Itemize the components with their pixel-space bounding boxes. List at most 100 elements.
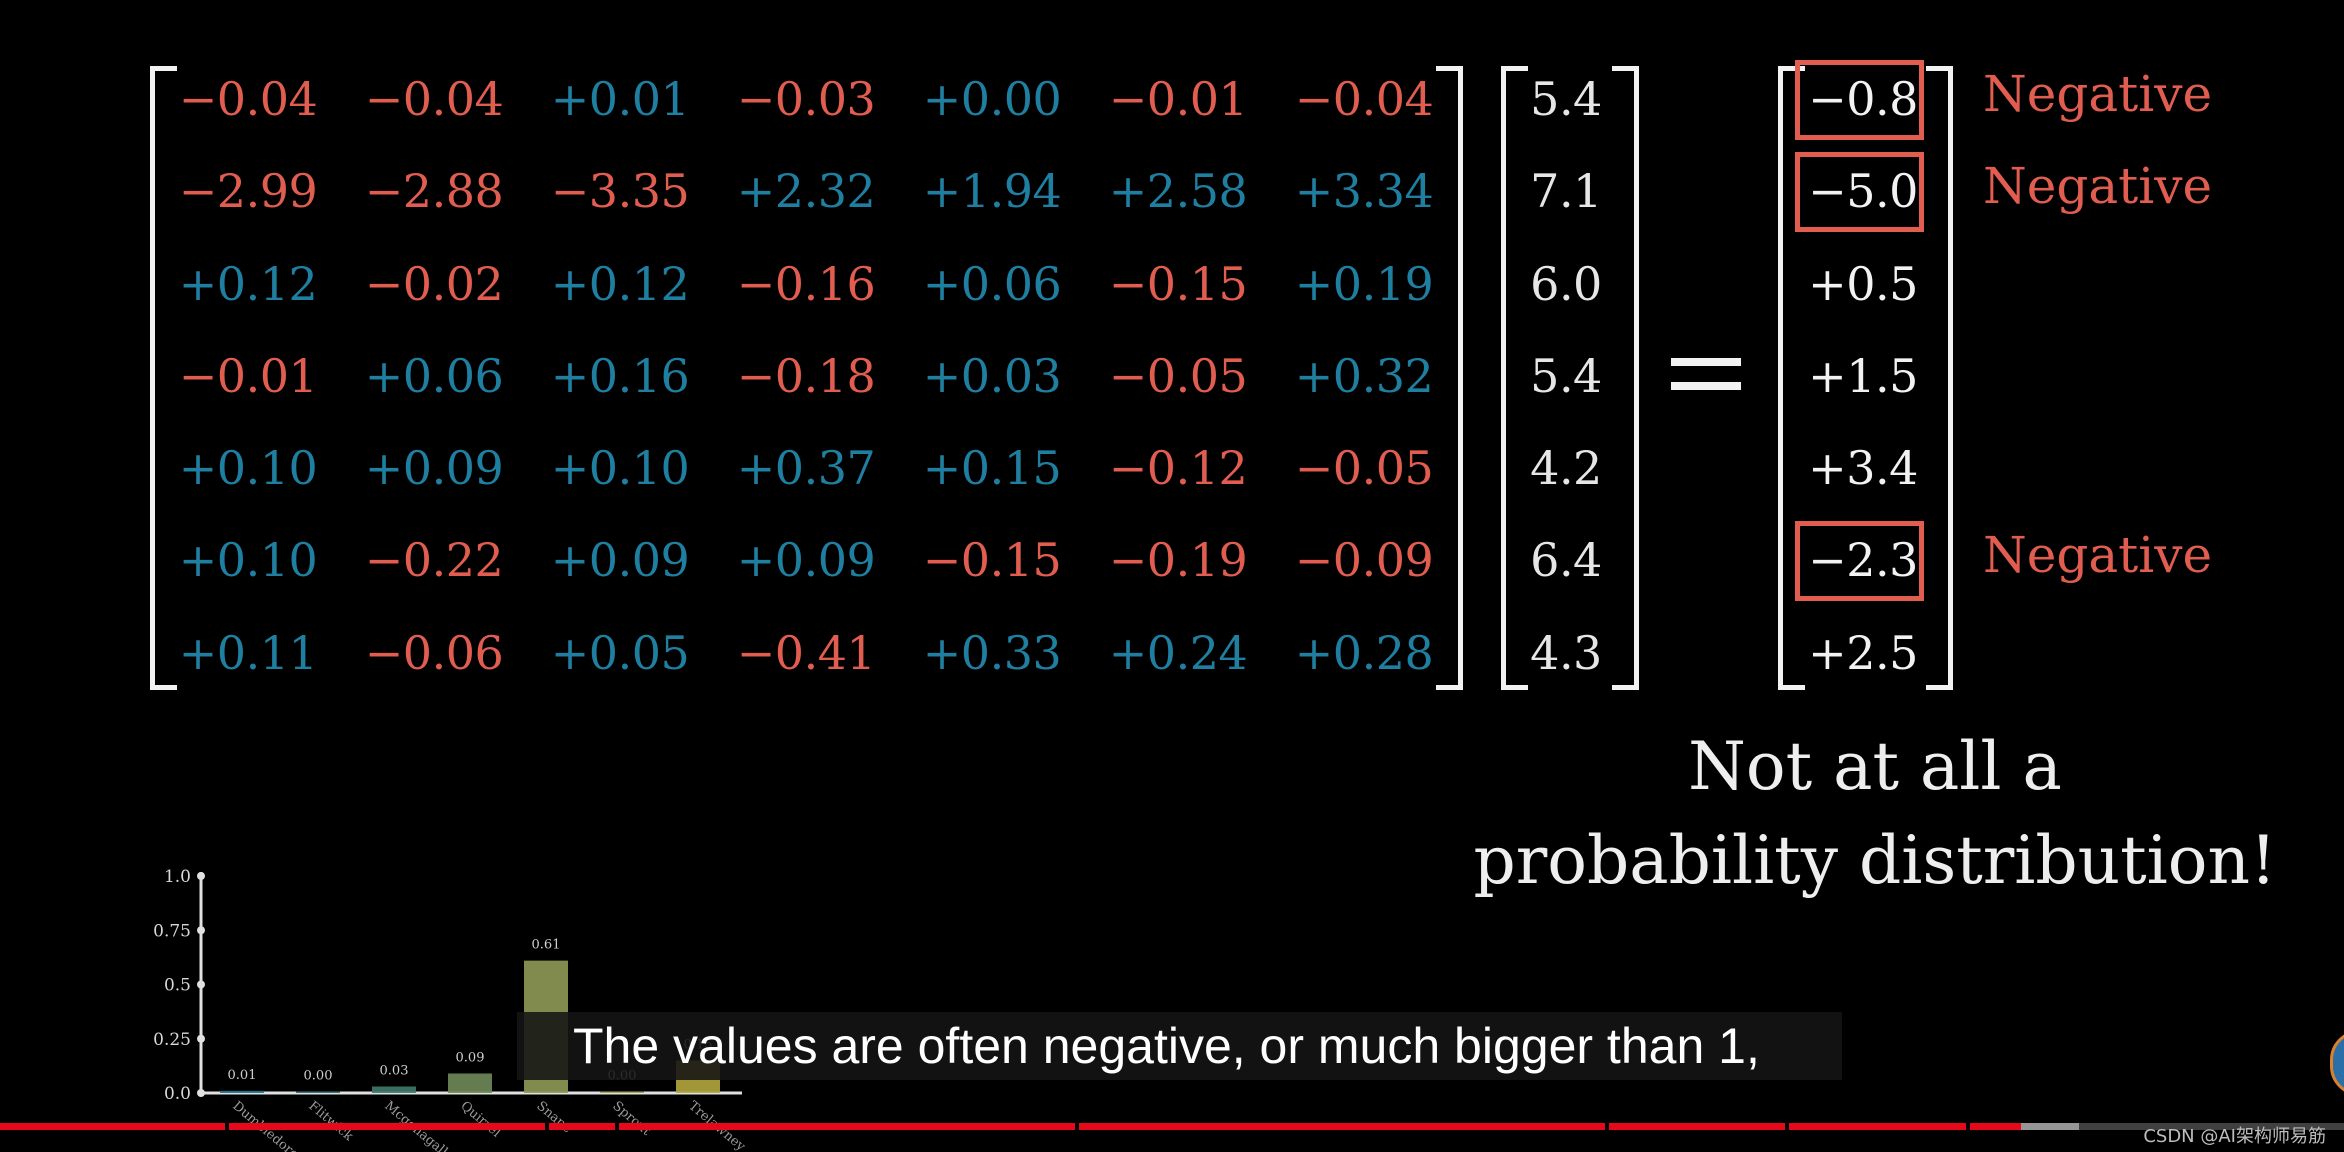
chart-bar-value-label: 0.09 <box>456 1050 485 1065</box>
negative-label: Negative <box>1983 157 2213 215</box>
vector-left-bracket <box>1501 66 1528 690</box>
matrix-cell: +0.24 <box>1108 626 1248 680</box>
matrix-cell: −2.88 <box>364 164 504 218</box>
matrix-cell: +0.03 <box>922 349 1062 403</box>
chart-y-tick-label: 1.0 <box>164 867 191 887</box>
chart-category-label: Flitwick <box>305 1099 355 1145</box>
subtitle-caption: The values are often negative, or much b… <box>517 1012 1842 1080</box>
result-cell: +1.5 <box>1808 349 1918 403</box>
chapter-marker <box>1966 1123 1970 1130</box>
chart-bar <box>296 1091 340 1093</box>
matrix-right-bracket <box>1436 66 1463 690</box>
vector-cell: 5.4 <box>1530 349 1602 403</box>
chart-bar <box>220 1090 264 1093</box>
chart-bar <box>600 1091 644 1093</box>
chart-category-label: Quirrel <box>457 1099 503 1141</box>
matrix-cell: −0.15 <box>922 533 1062 587</box>
video-progress-bar[interactable] <box>0 1123 2344 1130</box>
watermark: CSDN @AI架构师易筋 <box>2143 1126 2326 1147</box>
vector-cell: 6.0 <box>1530 257 1602 311</box>
matrix-cell: +0.05 <box>550 626 690 680</box>
matrix-cell: −0.01 <box>1108 72 1248 126</box>
matrix-cell: −0.18 <box>736 349 876 403</box>
matrix-cell: +0.06 <box>922 257 1062 311</box>
matrix-cell: +3.34 <box>1294 164 1434 218</box>
matrix-cell: +1.94 <box>922 164 1062 218</box>
matrix-cell: −0.22 <box>364 533 504 587</box>
matrix-cell: −0.05 <box>1108 349 1248 403</box>
chart-y-tick <box>197 1089 205 1097</box>
matrix-cell: +0.11 <box>178 626 318 680</box>
chapter-marker <box>1075 1123 1079 1130</box>
progress-buffered <box>2020 1123 2080 1130</box>
chapter-marker <box>545 1123 549 1130</box>
result-cell: +2.5 <box>1808 626 1918 680</box>
matrix-cell: −0.05 <box>1294 441 1434 495</box>
matrix-cell: +0.10 <box>178 533 318 587</box>
chart-bar <box>448 1073 492 1093</box>
result-cell: +0.5 <box>1808 257 1918 311</box>
chapter-marker <box>615 1123 619 1130</box>
matrix-cell: −0.15 <box>1108 257 1248 311</box>
chart-y-tick <box>197 1034 205 1043</box>
matrix-cell: +0.12 <box>178 257 318 311</box>
result-right-bracket <box>1926 66 1953 690</box>
result-cell: −2.3 <box>1808 533 1918 587</box>
matrix-cell: −0.06 <box>364 626 504 680</box>
vector-cell: 6.4 <box>1530 533 1602 587</box>
vector-cell: 7.1 <box>1530 164 1602 218</box>
chart-y-tick-label: 0.5 <box>164 976 191 996</box>
chart-bar-value-label: 0.03 <box>380 1063 409 1078</box>
matrix-left-bracket <box>150 66 177 690</box>
chapter-marker <box>1605 1123 1609 1130</box>
note-line-1: Not at all a <box>1688 728 2062 805</box>
result-cell: −0.8 <box>1808 72 1918 126</box>
matrix-cell: +0.16 <box>550 349 690 403</box>
matrix-cell: +0.09 <box>550 533 690 587</box>
matrix-cell: +0.19 <box>1294 257 1434 311</box>
matrix-cell: −0.04 <box>178 72 318 126</box>
chart-y-tick-label: 0.0 <box>164 1084 191 1104</box>
chapter-marker <box>1785 1123 1789 1130</box>
result-cell: +3.4 <box>1808 441 1918 495</box>
matrix-cell: +0.32 <box>1294 349 1434 403</box>
chart-bar-value-label: 0.00 <box>304 1069 333 1084</box>
chart-category-label: Snape <box>533 1099 574 1137</box>
matrix-cell: −0.01 <box>178 349 318 403</box>
result-left-bracket <box>1778 66 1805 690</box>
negative-highlight-box <box>1795 60 1924 140</box>
matrix-cell: +0.00 <box>922 72 1062 126</box>
matrix-cell: +0.15 <box>922 441 1062 495</box>
matrix-cell: +0.10 <box>550 441 690 495</box>
result-cell: −5.0 <box>1808 164 1918 218</box>
negative-label: Negative <box>1983 526 2213 584</box>
matrix-cell: −0.09 <box>1294 533 1434 587</box>
chart-y-tick <box>197 980 205 989</box>
equals-sign-top <box>1671 358 1741 366</box>
matrix-cell: +0.28 <box>1294 626 1434 680</box>
negative-highlight-box <box>1795 521 1924 601</box>
chart-y-tick-label: 0.25 <box>153 1030 191 1050</box>
vector-cell: 4.2 <box>1530 441 1602 495</box>
negative-label: Negative <box>1983 65 2213 123</box>
vector-right-bracket <box>1612 66 1639 690</box>
matrix-cell: +0.37 <box>736 441 876 495</box>
matrix-cell: −0.16 <box>736 257 876 311</box>
chart-y-tick <box>197 872 205 880</box>
matrix-cell: +2.32 <box>736 164 876 218</box>
chart-bar-value-label: 0.01 <box>228 1068 257 1083</box>
matrix-cell: −0.04 <box>1294 72 1434 126</box>
vector-cell: 5.4 <box>1530 72 1602 126</box>
equals-sign-bottom <box>1671 382 1741 390</box>
matrix-cell: −0.12 <box>1108 441 1248 495</box>
matrix-cell: −0.41 <box>736 626 876 680</box>
matrix-cell: +0.09 <box>364 441 504 495</box>
chart-y-tick-label: 0.75 <box>153 921 191 941</box>
matrix-cell: +0.09 <box>736 533 876 587</box>
chart-bar-value-label: 0.61 <box>532 938 561 953</box>
chart-bar <box>372 1086 416 1093</box>
matrix-cell: +2.58 <box>1108 164 1248 218</box>
matrix-cell: +0.01 <box>550 72 690 126</box>
